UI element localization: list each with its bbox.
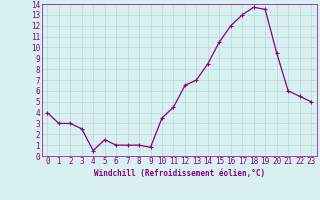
X-axis label: Windchill (Refroidissement éolien,°C): Windchill (Refroidissement éolien,°C): [94, 169, 265, 178]
